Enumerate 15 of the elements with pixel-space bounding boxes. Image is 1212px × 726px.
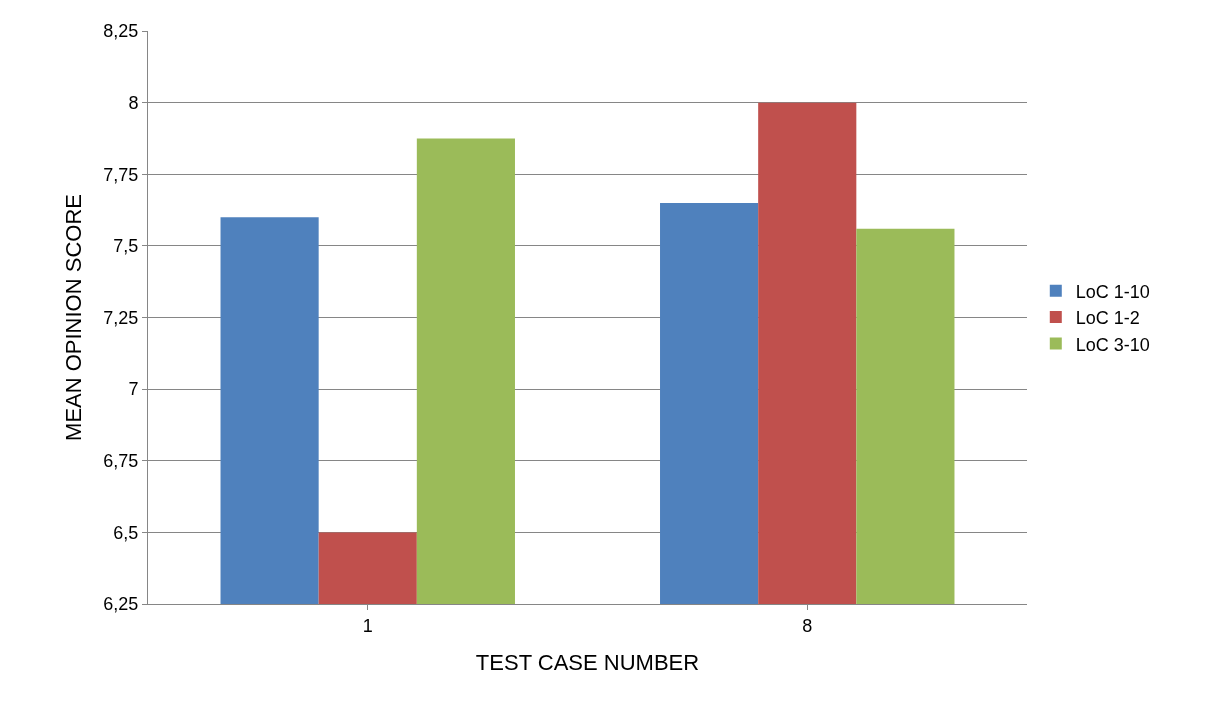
y-tick-label: 7,75	[103, 164, 139, 185]
y-tick-label: 7,5	[113, 236, 139, 257]
y-tick-label: 8	[128, 92, 139, 113]
y-tick-label: 6,25	[103, 594, 139, 615]
legend-label: LoC 3-10	[1075, 334, 1150, 355]
y-tick-label: 7,25	[103, 307, 139, 328]
y-tick-label: 8,25	[103, 21, 139, 42]
legend-label: LoC 1-2	[1075, 308, 1140, 329]
legend-label: LoC 1-10	[1075, 281, 1150, 302]
x-axis-title: TEST CASE NUMBER	[475, 650, 700, 676]
y-tick-label: 7	[128, 379, 139, 400]
y-tick-label: 6,75	[103, 451, 139, 472]
y-tick-label: 6,5	[113, 522, 139, 543]
x-tick-label: 1	[362, 615, 373, 636]
y-axis-title: MEAN OPINION SCORE	[61, 194, 87, 441]
